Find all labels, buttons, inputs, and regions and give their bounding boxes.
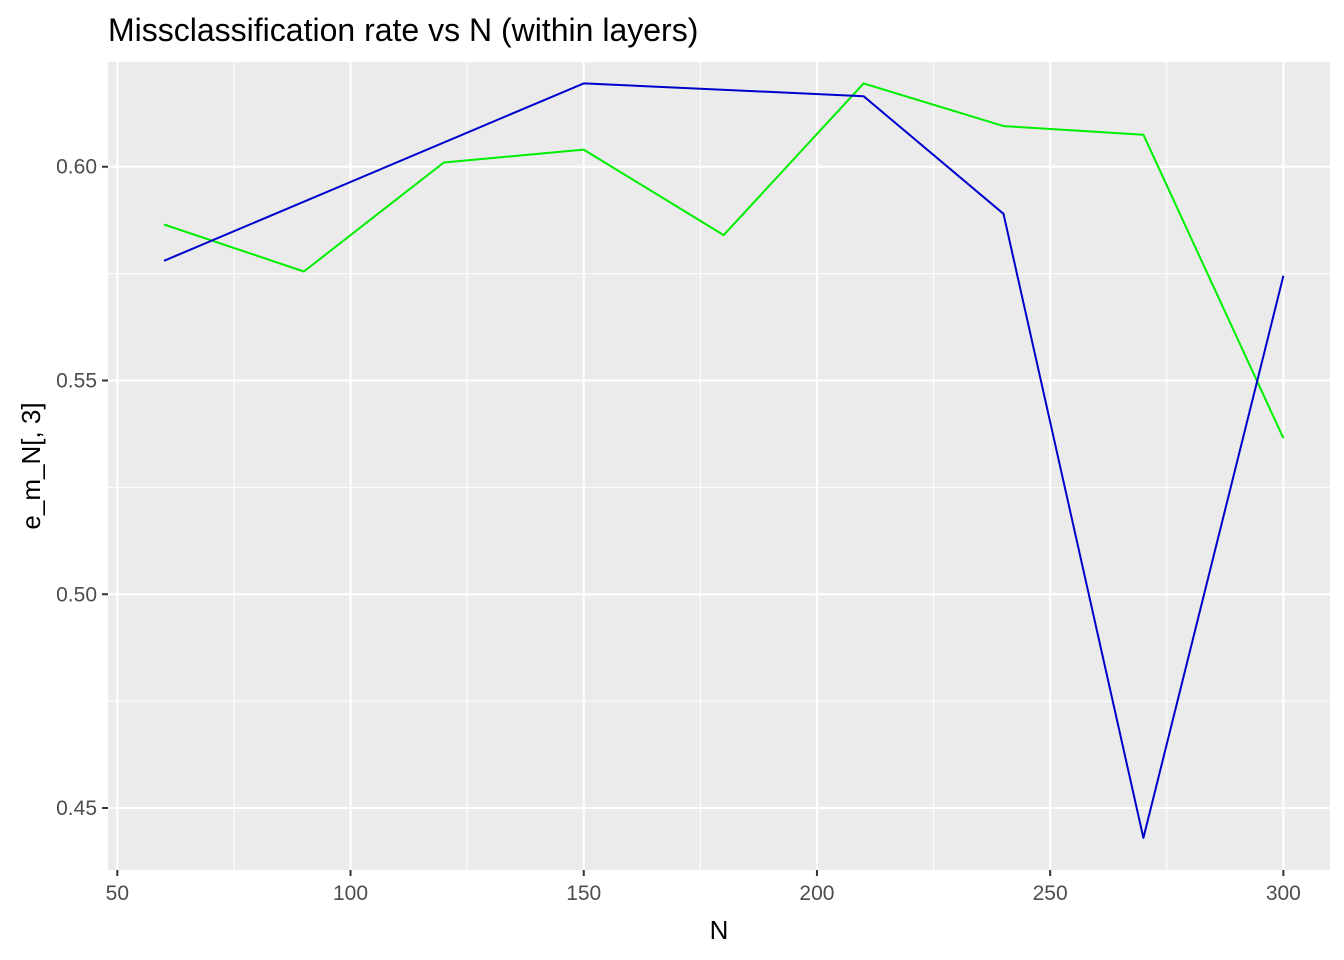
y-axis-title: e_m_N[, 3] xyxy=(16,402,46,529)
y-tick-label: 0.50 xyxy=(56,583,97,606)
x-tick-label: 300 xyxy=(1266,882,1301,905)
x-tick-label: 250 xyxy=(1033,882,1068,905)
y-tick-label: 0.55 xyxy=(56,369,97,392)
major-gridlines xyxy=(108,62,1330,870)
x-tick-label: 100 xyxy=(333,882,368,905)
series-line-1 xyxy=(163,82,1285,439)
x-axis: 50 100 150 200 250 300 xyxy=(106,870,1301,905)
series-line-2 xyxy=(163,82,1285,839)
y-tick-label: 0.45 xyxy=(56,797,97,820)
y-tick-label: 0.60 xyxy=(56,156,97,179)
minor-gridlines xyxy=(108,62,1330,870)
plot-panel xyxy=(108,62,1330,870)
x-tick-label: 200 xyxy=(799,882,834,905)
x-axis-title: N xyxy=(710,915,729,945)
chart-title: Missclassification rate vs N (within lay… xyxy=(108,12,698,48)
series-layer xyxy=(163,82,1285,839)
x-tick-label: 50 xyxy=(106,882,129,905)
y-axis: 0.45 0.50 0.55 0.60 xyxy=(56,156,108,820)
x-tick-label: 150 xyxy=(566,882,601,905)
